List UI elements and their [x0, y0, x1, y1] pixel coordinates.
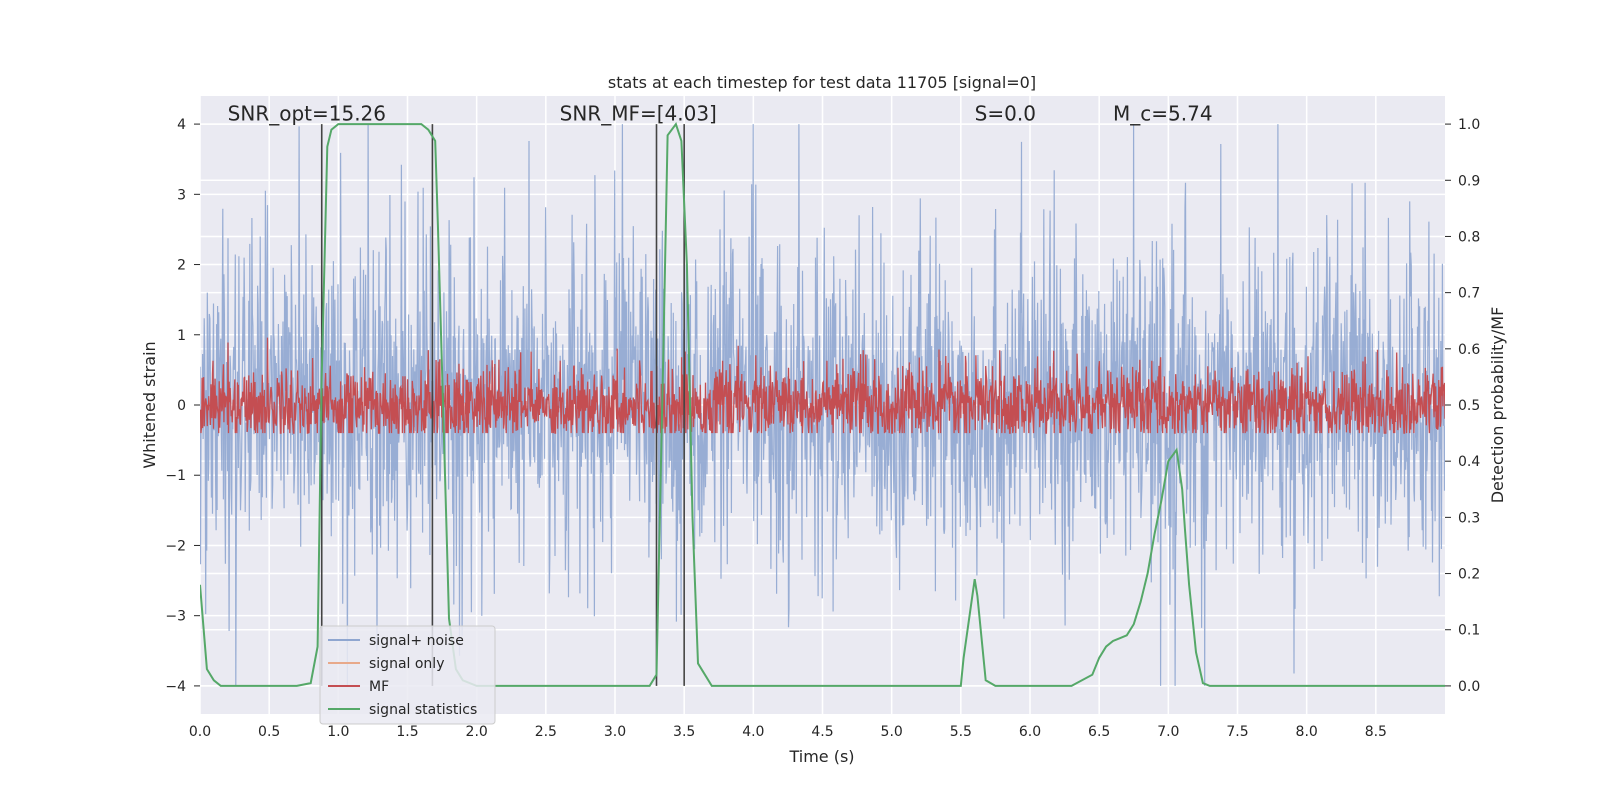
y2-tick-label: 0.9	[1458, 173, 1480, 189]
mf-line	[200, 337, 1445, 434]
x-tick-label: 4.0	[742, 724, 764, 740]
x-tick-label: 4.5	[811, 724, 833, 740]
x-ticks: 0.0 0.5 1.0 1.5 2.0 2.5 3.0 3.5 4.0 4.5 5.0 5.5 6.0 6…	[189, 724, 1387, 740]
annotation-label: M_c=5.74	[1113, 102, 1213, 126]
x-tick-label: 8.5	[1365, 724, 1387, 740]
legend-label-mf: MF	[369, 679, 389, 695]
y2-axis-label: Detection probability/MF	[1488, 307, 1507, 504]
x-tick-label: 6.5	[1088, 724, 1110, 740]
x-tick-label: 2.5	[535, 724, 557, 740]
y2-ticks: 1.0 0.9 0.8 0.7 0.6 0.5 0.4 0.3 0.2 0.1 0.0	[1445, 117, 1480, 695]
legend-label-signal-only: signal only	[369, 656, 444, 672]
chart-title: stats at each timestep for test data 117…	[608, 73, 1036, 92]
y-tick-label: −3	[165, 609, 186, 625]
legend-label-signal-statistics: signal statistics	[369, 702, 477, 718]
y2-tick-label: 0.4	[1458, 454, 1480, 470]
legend-box	[319, 625, 496, 725]
y2-tick-label: 1.0	[1458, 117, 1480, 133]
y-tick-label: −2	[165, 538, 186, 554]
y-axis-label: Whitened strain	[140, 341, 159, 468]
y-tick-label: 2	[177, 258, 186, 274]
y2-tick-label: 0.6	[1458, 342, 1480, 358]
y-tick-label: 4	[177, 117, 186, 133]
series-signal-statistics	[200, 121, 1445, 687]
y2-tick-label: 0.7	[1458, 286, 1480, 302]
annotation-label: SNR_MF=[4.03]	[560, 102, 717, 126]
x-tick-label: 0.0	[189, 724, 211, 740]
legend: signal+ noise signal only MF signal stat…	[319, 625, 496, 725]
y2-tick-label: 0.3	[1458, 510, 1480, 526]
x-tick-label: 8.0	[1296, 724, 1318, 740]
y-ticks: 4 3 2 1 0 −1 −2 −3 −4	[165, 117, 200, 695]
x-tick-label: 1.5	[396, 724, 418, 740]
x-tick-label: 7.0	[1157, 724, 1179, 740]
x-tick-label: 7.5	[1226, 724, 1248, 740]
legend-label-signal-noise: signal+ noise	[369, 633, 464, 649]
x-tick-label: 6.0	[1019, 724, 1041, 740]
series-mf	[200, 337, 1445, 434]
y2-tick-label: 0.0	[1458, 679, 1480, 695]
x-tick-label: 5.0	[881, 724, 903, 740]
annotation-label: SNR_opt=15.26	[228, 102, 386, 126]
y-tick-label: 0	[177, 398, 186, 414]
annotations: SNR_opt=15.26 SNR_MF=[4.03] S=0.0 M_c=5.74	[228, 102, 1213, 126]
y2-tick-label: 0.1	[1458, 623, 1480, 639]
y-tick-label: 1	[177, 328, 186, 344]
x-tick-label: 1.0	[327, 724, 349, 740]
annotation-label: S=0.0	[975, 102, 1036, 126]
y2-tick-label: 0.2	[1458, 567, 1480, 583]
x-tick-label: 3.5	[673, 724, 695, 740]
x-tick-label: 2.0	[466, 724, 488, 740]
signal-statistics-line	[200, 121, 1445, 687]
y-tick-label: −1	[165, 468, 186, 484]
y-tick-label: −4	[165, 679, 186, 695]
y-tick-label: 3	[177, 187, 186, 203]
x-axis-label: Time (s)	[788, 747, 854, 766]
y2-tick-label: 0.5	[1458, 398, 1480, 414]
y2-tick-label: 0.8	[1458, 229, 1480, 245]
x-tick-label: 3.0	[604, 724, 626, 740]
x-tick-label: 0.5	[258, 724, 280, 740]
x-tick-label: 5.5	[950, 724, 972, 740]
